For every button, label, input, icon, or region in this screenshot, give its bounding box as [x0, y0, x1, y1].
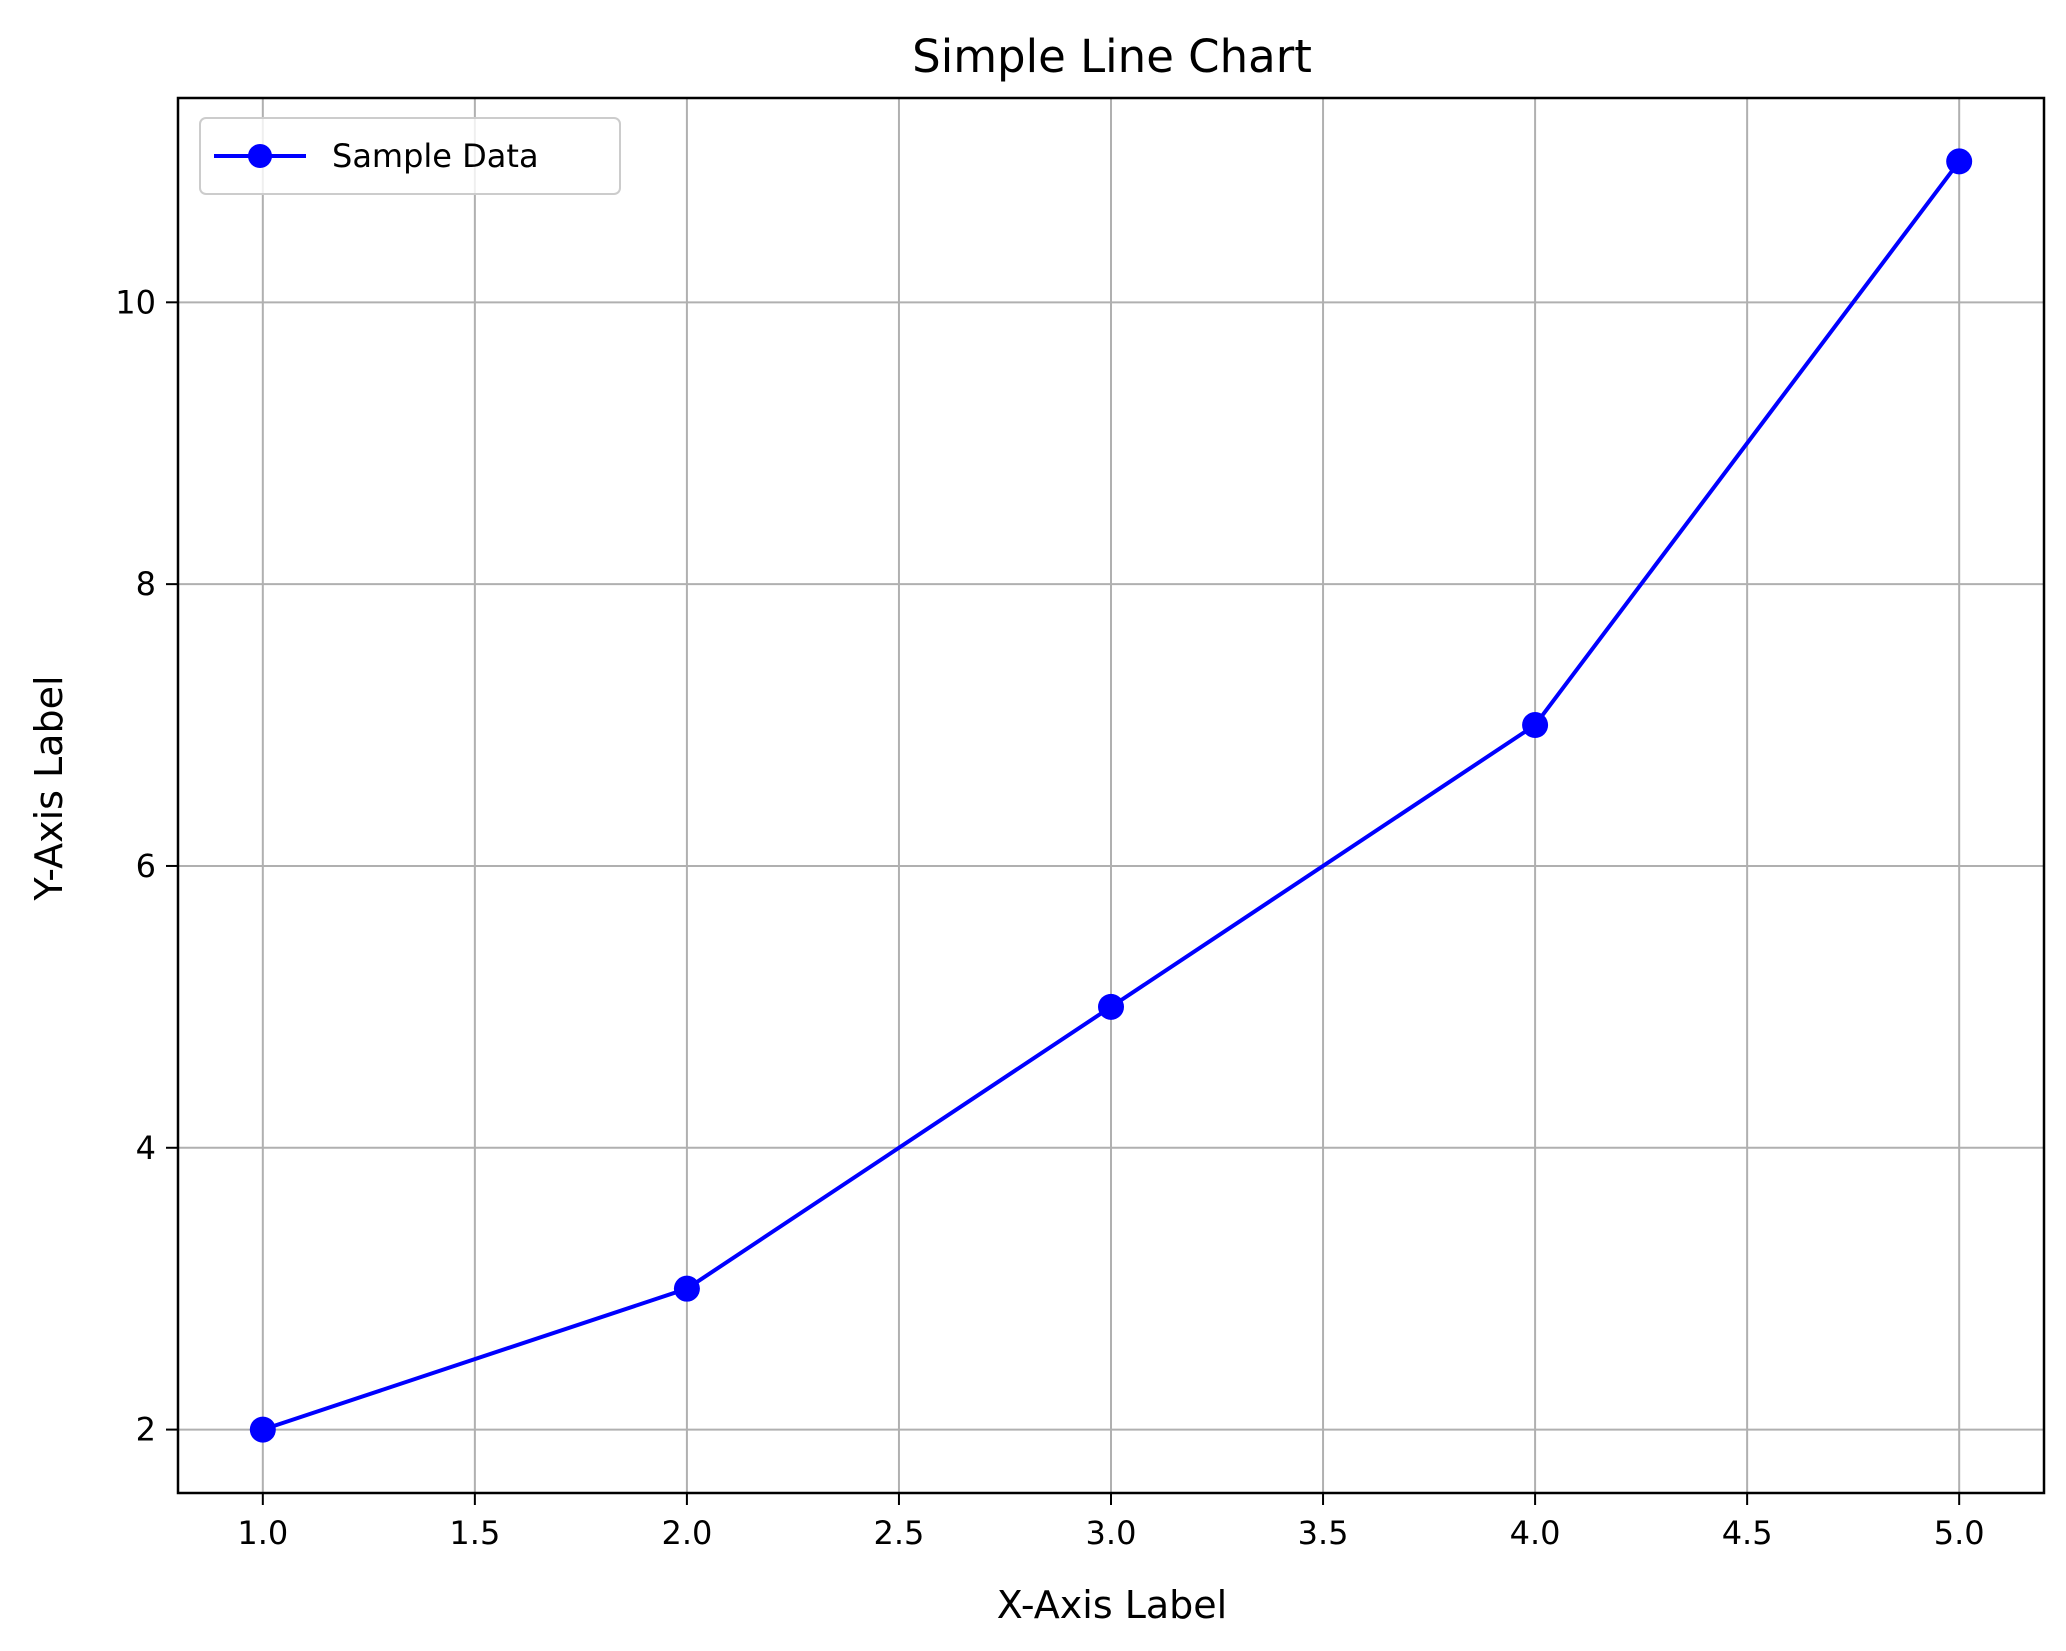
- x-tick-label: 1.5: [449, 1514, 500, 1552]
- chart-title: Simple Line Chart: [912, 30, 1312, 83]
- y-tick-label: 4: [136, 1129, 156, 1167]
- data-point: [1946, 148, 1973, 175]
- y-axis-label: Y-Axis Label: [27, 675, 71, 901]
- data-point: [1522, 712, 1549, 739]
- legend: Sample Data: [199, 117, 621, 195]
- x-tick-label: 3.0: [1086, 1514, 1137, 1552]
- x-axis-label: X-Axis Label: [997, 1583, 1227, 1627]
- x-tick-label: 2.0: [661, 1514, 712, 1552]
- data-point: [673, 1275, 700, 1302]
- x-tick-label: 1.0: [237, 1514, 288, 1552]
- x-ticks: 1.0 1.5 2.0 2.5 3.0 3.5 4.0 4.5 5.0: [237, 1493, 1985, 1552]
- data-point: [249, 1416, 276, 1443]
- legend-label-sample: Sample Data: [332, 137, 539, 175]
- y-ticks: 2 4 6 8 10: [115, 283, 178, 1449]
- y-tick-label: 10: [115, 283, 156, 321]
- x-tick-label: 5.0: [1934, 1514, 1985, 1552]
- data-point: [1098, 993, 1124, 1020]
- y-tick-label: 8: [136, 565, 156, 603]
- grid: [178, 98, 2044, 1493]
- series: [249, 148, 1973, 1443]
- legend-marker-sample: [248, 144, 272, 168]
- x-tick-label: 4.0: [1510, 1514, 1561, 1552]
- x-tick-label: 4.5: [1722, 1514, 1773, 1552]
- y-tick-label: 6: [136, 847, 156, 885]
- y-tick-label: 2: [136, 1411, 156, 1449]
- x-tick-label: 2.5: [874, 1514, 925, 1552]
- x-tick-label: 3.5: [1298, 1514, 1349, 1552]
- legend-box: [199, 117, 621, 195]
